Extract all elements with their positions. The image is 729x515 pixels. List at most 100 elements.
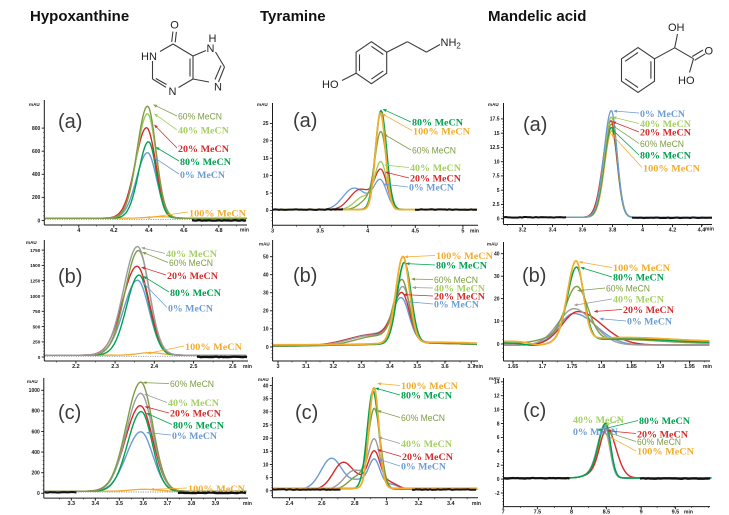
svg-text:7.5: 7.5 [493, 174, 500, 180]
svg-text:min: min [472, 501, 481, 507]
svg-text:0% MeCN: 0% MeCN [640, 110, 685, 120]
svg-text:400: 400 [31, 450, 40, 456]
svg-text:20% MeCN: 20% MeCN [178, 145, 229, 155]
svg-text:35: 35 [263, 397, 269, 403]
svg-text:8: 8 [570, 510, 573, 515]
svg-text:1.8: 1.8 [598, 364, 606, 370]
svg-text:min: min [240, 228, 249, 234]
svg-text:20% MeCN: 20% MeCN [410, 175, 461, 185]
svg-text:80% MeCN: 80% MeCN [401, 392, 452, 402]
svg-text:80% MeCN: 80% MeCN [639, 417, 690, 427]
svg-text:mAU: mAU [489, 376, 500, 381]
svg-text:3.1: 3.1 [302, 364, 310, 370]
svg-text:30: 30 [263, 410, 269, 416]
svg-text:60% MeCN: 60% MeCN [412, 146, 456, 157]
svg-text:0: 0 [38, 355, 41, 360]
svg-text:3.3: 3.3 [67, 501, 75, 507]
svg-text:40% MeCN: 40% MeCN [401, 440, 452, 450]
svg-text:2.3: 2.3 [111, 364, 119, 370]
svg-text:min: min [243, 364, 252, 370]
svg-text:10: 10 [494, 407, 500, 413]
svg-text:0: 0 [266, 345, 269, 351]
svg-text:2.5: 2.5 [190, 364, 198, 370]
svg-text:60% MeCN: 60% MeCN [170, 379, 214, 390]
svg-text:10: 10 [263, 462, 269, 468]
svg-text:250: 250 [33, 340, 41, 345]
svg-text:7.5: 7.5 [534, 510, 542, 515]
svg-text:100% MeCN: 100% MeCN [637, 448, 694, 458]
svg-text:2.8: 2.8 [351, 501, 359, 507]
svg-text:100% MeCN: 100% MeCN [189, 210, 246, 220]
svg-text:5: 5 [497, 188, 500, 194]
svg-text:min: min [684, 510, 693, 515]
svg-text:20: 20 [263, 309, 269, 315]
svg-text:2.5: 2.5 [493, 202, 500, 208]
svg-text:3.2: 3.2 [329, 364, 337, 370]
svg-text:200: 200 [32, 195, 41, 201]
svg-text:2.4: 2.4 [286, 501, 295, 507]
svg-text:0% MeCN: 0% MeCN [180, 171, 225, 181]
svg-text:20% MeCN: 20% MeCN [637, 431, 688, 441]
svg-text:0% MeCN: 0% MeCN [401, 463, 446, 473]
svg-text:1.75: 1.75 [567, 364, 578, 370]
svg-text:min: min [705, 227, 714, 233]
svg-text:1500: 1500 [30, 263, 41, 268]
svg-text:8: 8 [497, 421, 500, 427]
svg-text:mAU: mAU [258, 377, 269, 382]
svg-text:3: 3 [276, 364, 279, 370]
svg-text:1000: 1000 [30, 294, 41, 299]
svg-text:HN: HN [141, 51, 157, 63]
svg-text:mAU: mAU [259, 242, 270, 247]
svg-text:600: 600 [31, 429, 40, 435]
svg-text:3.6: 3.6 [441, 364, 449, 370]
svg-text:3: 3 [271, 228, 274, 234]
svg-text:2.6: 2.6 [318, 501, 326, 507]
svg-text:1250: 1250 [30, 279, 41, 284]
svg-text:mAU: mAU [487, 242, 498, 247]
svg-text:4.2: 4.2 [110, 228, 118, 234]
svg-text:2.4: 2.4 [150, 364, 159, 370]
svg-text:(a): (a) [523, 114, 547, 136]
svg-text:40% MeCN: 40% MeCN [573, 416, 624, 426]
svg-text:20% MeCN: 20% MeCN [167, 272, 218, 282]
svg-text:0: 0 [497, 477, 500, 483]
svg-text:12: 12 [494, 394, 500, 400]
svg-text:10: 10 [494, 319, 500, 325]
svg-text:0: 0 [38, 218, 41, 224]
svg-text:3.8: 3.8 [609, 228, 617, 234]
svg-text:4.4: 4.4 [145, 228, 154, 234]
svg-text:4.2: 4.2 [669, 228, 677, 234]
svg-text:15: 15 [263, 449, 269, 455]
svg-text:9.5: 9.5 [672, 510, 680, 515]
svg-text:40% MeCN: 40% MeCN [178, 127, 229, 137]
svg-text:60% MeCN: 60% MeCN [169, 258, 213, 269]
svg-text:3.7: 3.7 [164, 501, 172, 507]
svg-text:0: 0 [266, 489, 269, 495]
svg-text:40% MeCN: 40% MeCN [166, 250, 217, 260]
svg-text:10: 10 [263, 327, 269, 333]
svg-text:mAU: mAU [488, 102, 499, 107]
svg-text:20: 20 [263, 139, 269, 145]
svg-text:9: 9 [640, 510, 643, 515]
svg-text:(a): (a) [293, 110, 317, 132]
svg-text:4.5: 4.5 [411, 228, 419, 234]
svg-text:mAU: mAU [257, 102, 268, 107]
svg-text:750: 750 [33, 309, 41, 314]
svg-text:3.5: 3.5 [316, 228, 324, 234]
svg-text:5: 5 [266, 475, 269, 481]
svg-text:20: 20 [263, 436, 269, 442]
svg-text:20% MeCN: 20% MeCN [640, 129, 691, 139]
svg-text:3.8: 3.8 [188, 501, 196, 507]
svg-text:min: min [703, 364, 712, 370]
svg-text:Mandelic acid: Mandelic acid [488, 8, 586, 25]
svg-text:0% MeCN: 0% MeCN [168, 305, 213, 315]
svg-text:50: 50 [263, 255, 269, 261]
svg-text:30: 30 [263, 291, 269, 297]
svg-text:60% MeCN: 60% MeCN [434, 275, 478, 286]
svg-text:20% MeCN: 20% MeCN [170, 410, 221, 420]
svg-text:3.5: 3.5 [413, 364, 421, 370]
svg-text:OH: OH [668, 22, 685, 34]
svg-text:2.2: 2.2 [72, 364, 80, 370]
svg-text:10: 10 [263, 173, 269, 179]
svg-text:8.5: 8.5 [603, 510, 611, 515]
